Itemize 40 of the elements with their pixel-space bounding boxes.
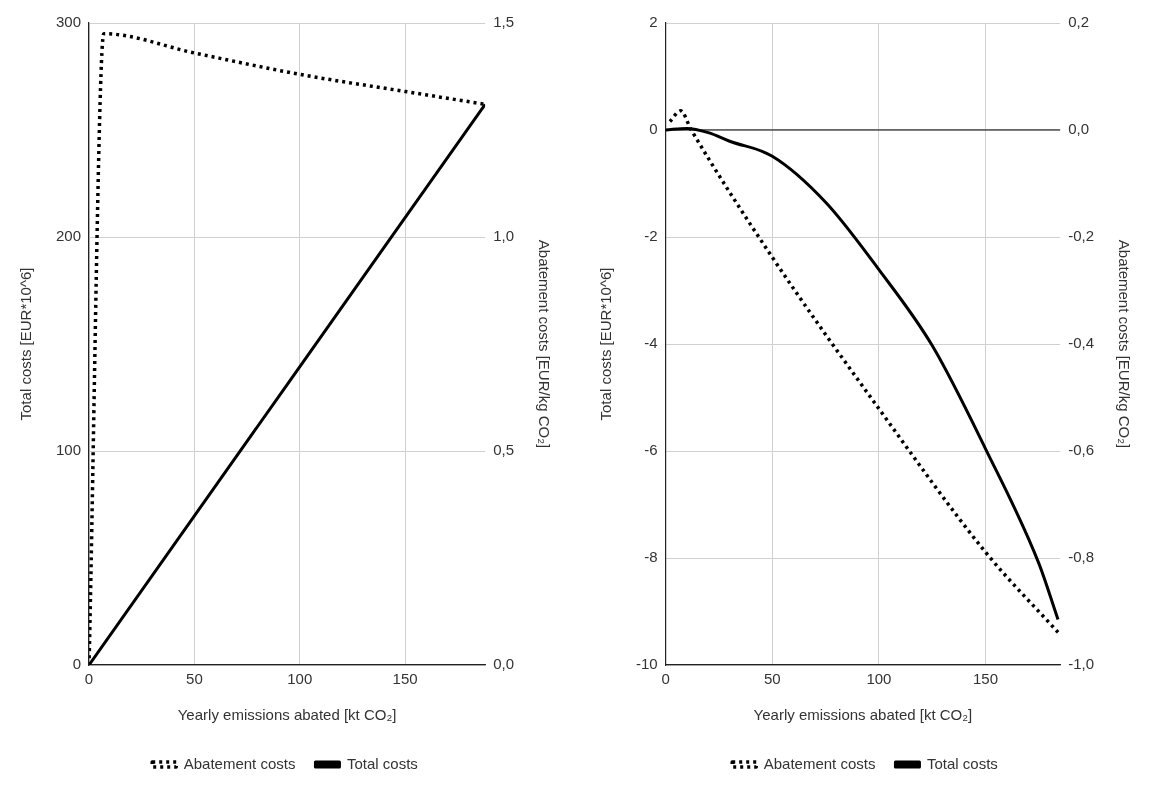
y2-axis-title: Abatement costs [EUR/kg CO₂]: [535, 239, 553, 449]
y2-tick-label: -0,6: [1068, 441, 1095, 459]
x-tick-label: 150: [973, 670, 999, 688]
x-tick-label: 100: [287, 670, 313, 688]
x-tick-label: 0: [84, 670, 94, 688]
y-tick-label: -2: [644, 227, 658, 245]
legend-label: Abatement costs: [763, 754, 876, 772]
y2-tick-label: 1,0: [493, 227, 515, 245]
legend-label: Total costs: [346, 754, 418, 772]
x-tick-label: 0: [661, 670, 670, 688]
x-axis-title: Yearly emissions abated [kt CO₂]: [753, 706, 973, 724]
y2-tick-label: 0,5: [493, 441, 515, 459]
y-tick-label: 300: [56, 13, 82, 31]
y2-tick-label: -0,2: [1068, 227, 1095, 245]
y2-tick-label: -0,4: [1068, 334, 1095, 352]
y-tick-label: -8: [644, 548, 658, 566]
y-axis-title: Total costs [EUR*10^6]: [597, 267, 615, 421]
y2-tick-label: 1,5: [493, 13, 515, 31]
y2-tick-label: 0,0: [493, 655, 515, 673]
y2-axis-title: Abatement costs [EUR/kg CO₂]: [1115, 239, 1133, 449]
x-tick-label: 50: [186, 670, 203, 688]
x-tick-label: 100: [866, 670, 892, 688]
y-tick-label: 100: [56, 441, 82, 459]
x-tick-label: 50: [763, 670, 781, 688]
y-tick-label: 200: [56, 227, 82, 245]
x-tick-label: 150: [392, 670, 418, 688]
y-tick-label: -6: [644, 441, 658, 459]
legend-label: Total costs: [926, 754, 998, 772]
legend-label: Abatement costs: [183, 754, 296, 772]
y-tick-label: -4: [644, 334, 658, 352]
y2-tick-label: 0,2: [1068, 13, 1090, 31]
y-tick-label: -10: [635, 655, 658, 673]
y-tick-label: 0: [649, 120, 658, 138]
y2-tick-label: -1,0: [1068, 655, 1095, 673]
x-axis-title: Yearly emissions abated [kt CO₂]: [177, 706, 397, 724]
y-tick-label: 2: [649, 13, 658, 31]
y2-tick-label: 0,0: [1068, 120, 1090, 138]
y-tick-label: 0: [72, 655, 82, 673]
y-axis-title: Total costs [EUR*10^6]: [17, 267, 35, 421]
y2-tick-label: -0,8: [1068, 548, 1095, 566]
